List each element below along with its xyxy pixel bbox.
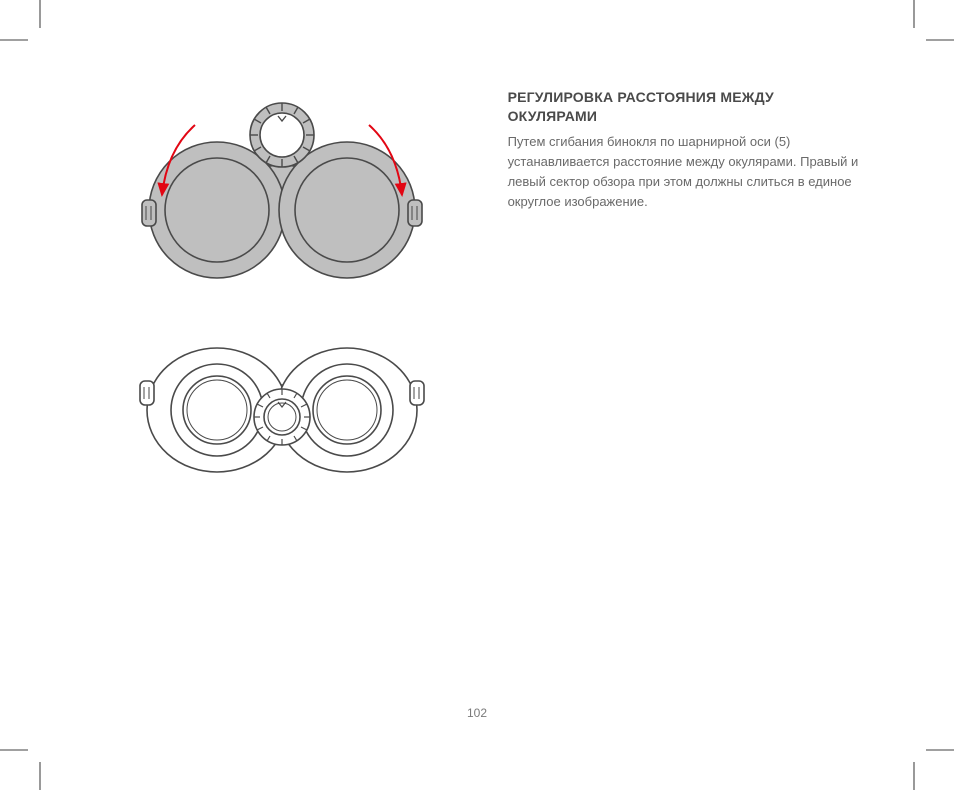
cropmark-bottom-right: [894, 730, 954, 790]
page-content: РЕГУЛИРОВКА РАССТОЯНИЯ МЕЖДУ ОКУЛЯРАМИ П…: [62, 40, 892, 740]
cropmark-top-left: [0, 0, 60, 60]
section-title-line1: РЕГУЛИРОВКА РАССТОЯНИЯ МЕЖДУ: [508, 89, 774, 105]
figure-binoculars-eyepiece: [122, 325, 478, 500]
section-paragraph: Путем сгибания бинокля по шарнирной оси …: [508, 132, 892, 213]
section-title: РЕГУЛИРОВКА РАССТОЯНИЯ МЕЖДУ ОКУЛЯРАМИ: [508, 88, 892, 126]
text-column: РЕГУЛИРОВКА РАССТОЯНИЯ МЕЖДУ ОКУЛЯРАМИ П…: [508, 40, 892, 540]
cropmark-bottom-left: [0, 730, 60, 790]
two-column-layout: РЕГУЛИРОВКА РАССТОЯНИЯ МЕЖДУ ОКУЛЯРАМИ П…: [62, 40, 892, 540]
page-number: 102: [62, 706, 892, 720]
figure-binoculars-top: [122, 80, 478, 285]
cropmark-top-right: [894, 0, 954, 60]
section-title-line2: ОКУЛЯРАМИ: [508, 108, 598, 124]
figure-column: [62, 40, 478, 540]
